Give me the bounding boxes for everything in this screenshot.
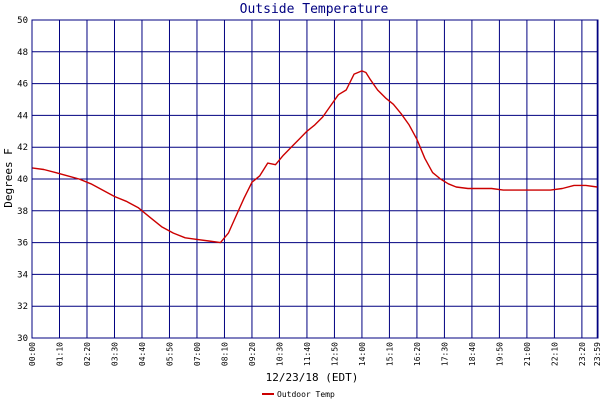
y-tick-label: 42 bbox=[17, 143, 28, 153]
x-tick-label: 23:59 bbox=[593, 342, 600, 366]
y-tick-label: 32 bbox=[17, 302, 28, 312]
x-tick-label: 10:30 bbox=[275, 342, 284, 366]
y-tick-label: 46 bbox=[17, 80, 28, 90]
y-tick-label: 34 bbox=[17, 270, 28, 280]
x-tick-label: 01:10 bbox=[55, 342, 64, 366]
x-tick-label: 11:40 bbox=[303, 342, 312, 366]
x-tick-label: 07:00 bbox=[193, 342, 202, 366]
series-lines bbox=[31, 70, 598, 244]
x-tick-label: 12:50 bbox=[330, 342, 339, 366]
x-tick-label: 00:00 bbox=[28, 342, 37, 366]
chart-title: Outside Temperature bbox=[240, 2, 389, 17]
x-tick-label: 21:00 bbox=[523, 342, 532, 366]
x-tick-label: 05:50 bbox=[165, 342, 174, 366]
y-tick-label: 44 bbox=[17, 111, 28, 121]
y-tick-label: 48 bbox=[17, 48, 28, 58]
legend: Outdoor Temp bbox=[262, 390, 335, 399]
series-line-outdoor-temp bbox=[31, 70, 598, 244]
y-tick-label: 30 bbox=[17, 334, 28, 344]
x-tick-label: 04:40 bbox=[138, 342, 147, 366]
x-tick-label: 22:10 bbox=[550, 342, 559, 366]
x-tick-label: 15:10 bbox=[385, 342, 394, 366]
y-axis-label: Degrees F bbox=[2, 148, 15, 208]
grid bbox=[32, 19, 598, 339]
x-axis-label: 12/23/18 (EDT) bbox=[266, 371, 359, 384]
y-tick-labels: 30 32 34 36 38 40 42 44 46 48 50 bbox=[17, 16, 28, 344]
x-tick-label: 17:30 bbox=[440, 342, 449, 366]
y-tick-label: 36 bbox=[17, 239, 28, 249]
plot-border bbox=[31, 19, 599, 339]
x-tick-labels: 00:00 01:10 02:20 03:30 04:40 05:50 07:00 08:10… bbox=[28, 342, 600, 366]
x-tick-label: 19:50 bbox=[495, 342, 504, 366]
y-tick-label: 50 bbox=[17, 16, 28, 26]
x-tick-label: 23:20 bbox=[578, 342, 587, 366]
x-tick-label: 02:20 bbox=[83, 342, 92, 366]
y-tick-label: 38 bbox=[17, 207, 28, 217]
x-tick-label: 09:20 bbox=[248, 342, 257, 366]
legend-label: Outdoor Temp bbox=[277, 390, 335, 399]
y-tick-label: 40 bbox=[17, 175, 28, 185]
x-tick-label: 14:00 bbox=[358, 342, 367, 366]
x-tick-label: 08:10 bbox=[220, 342, 229, 366]
x-tick-label: 18:40 bbox=[468, 342, 477, 366]
x-tick-label: 16:20 bbox=[413, 342, 422, 366]
x-tick-label: 03:30 bbox=[110, 342, 119, 366]
